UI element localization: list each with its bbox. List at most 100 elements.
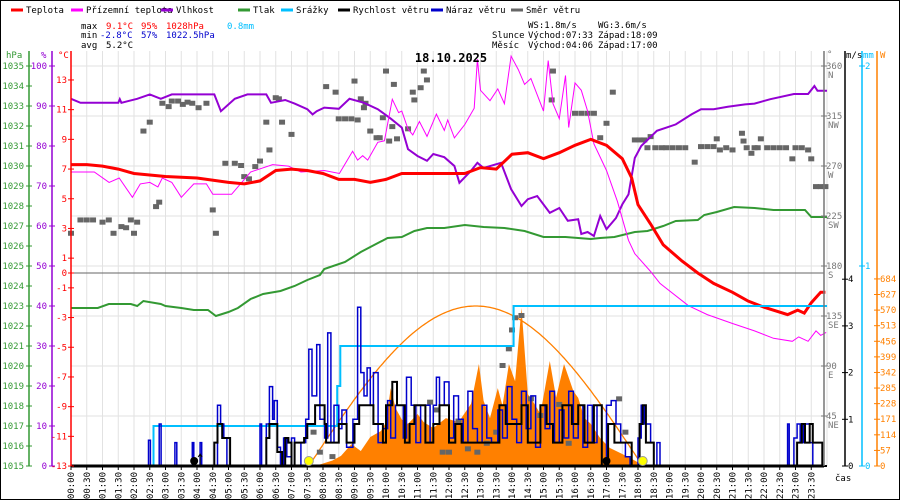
- direction-tick-label: 180: [826, 262, 842, 272]
- wind-direction-point: [499, 363, 506, 368]
- wind-direction-point: [652, 145, 659, 151]
- wind-direction-point: [798, 145, 805, 151]
- wind-direction-point: [439, 449, 446, 455]
- temperature-tick-label: 13: [56, 76, 67, 86]
- wind-direction-point: [644, 145, 651, 151]
- time-tick-label: 14:30: [524, 472, 534, 499]
- time-tick-label: 21:30: [744, 472, 754, 499]
- solar-tick-label: 570: [880, 306, 896, 316]
- wind-direction-point: [817, 184, 824, 190]
- wind-direction-point: [698, 144, 704, 150]
- wind-direction-point: [505, 346, 512, 352]
- wind-direction-point: [77, 217, 84, 223]
- wind-direction-point: [354, 117, 361, 123]
- wind-direction-point: [195, 105, 202, 111]
- legend-item: Přízemní teplota: [71, 6, 173, 16]
- wind-direction-point: [417, 85, 424, 91]
- solar-axis-unit: W: [880, 51, 886, 61]
- wind-direction-point: [118, 224, 125, 230]
- wind-direction-point: [493, 429, 500, 435]
- wind-direction-point: [123, 225, 130, 231]
- pressure-tick-label: 1021: [2, 342, 24, 352]
- wind-tick-label: 3: [848, 322, 853, 332]
- solar-tick-label: 0: [880, 462, 885, 472]
- sunset-time: Západ:18:09: [598, 31, 658, 41]
- wind-direction-point: [572, 110, 578, 116]
- direction-tick-label: 315: [826, 112, 842, 122]
- moonrise-arrow-icon: [197, 453, 203, 466]
- sunrise-marker: [303, 456, 314, 466]
- wind-speed-line: [71, 380, 827, 467]
- rain-tick-label: 0: [865, 462, 870, 472]
- legend-item: Rychlost větru: [338, 6, 429, 16]
- wind-direction-point: [518, 313, 525, 318]
- stats-block: max 9.1°C 95% 1028hPa 0.8mm min -2.8°C 5…: [81, 21, 658, 51]
- time-tick-label: 20:00: [697, 472, 707, 499]
- solar-tick-label: 456: [880, 337, 896, 347]
- wind-direction-point: [716, 147, 723, 153]
- pressure-tick-label: 1030: [2, 162, 24, 172]
- direction-tick-cardinal: SE: [828, 321, 839, 331]
- time-tick-label: 03:30: [177, 472, 187, 499]
- wind-direction-point: [179, 101, 186, 107]
- direction-tick-label: 90: [826, 362, 837, 372]
- pressure-tick-label: 1022: [2, 322, 24, 332]
- wind-direction-point: [272, 95, 279, 101]
- time-tick-label: 11:30: [429, 472, 439, 499]
- temperature-tick-label: 7: [62, 165, 67, 175]
- temperature-axis-unit: °C: [58, 51, 69, 61]
- wind-direction-point: [252, 164, 259, 170]
- rain-axis-unit: mm: [863, 51, 874, 61]
- solar-tick-label: 684: [880, 275, 896, 285]
- wind-direction-point: [565, 440, 572, 446]
- rain-tick-label: 2: [865, 62, 870, 72]
- wind-direction-point: [420, 68, 427, 74]
- time-tick-label: 19:00: [666, 472, 676, 499]
- wind-speed-max: WS:1.8m/s: [528, 21, 577, 31]
- wind-direction-point: [616, 396, 623, 402]
- solar-tick-label: 228: [880, 400, 896, 410]
- wind-direction-point: [691, 159, 698, 165]
- legend-label: Teplota: [26, 6, 64, 16]
- wind-direction-point: [386, 138, 393, 144]
- wind-direction-point: [241, 174, 248, 180]
- legend-label: Přízemní teplota: [86, 6, 173, 16]
- wind-direction-point: [379, 115, 386, 121]
- time-tick-label: 04:30: [209, 472, 219, 499]
- wind-direction-point: [704, 144, 711, 150]
- time-tick-label: 07:30: [303, 472, 313, 499]
- humidity-tick-label: 10: [36, 422, 47, 432]
- wind-direction-point: [776, 145, 783, 151]
- legend-label: Náraz větru: [446, 6, 506, 16]
- temperature-tick-label: -3: [56, 314, 67, 324]
- wind-direction-point: [335, 116, 342, 122]
- pressure-tick-label: 1031: [2, 142, 24, 152]
- wind-direction-point: [316, 449, 323, 455]
- wind-direction-point: [105, 217, 112, 223]
- min-pressure: 1022.5hPa: [166, 31, 215, 41]
- direction-axis-unit: °: [827, 50, 832, 60]
- pressure-tick-label: 1023: [2, 302, 24, 312]
- time-tick-label: 06:00: [256, 472, 266, 499]
- pressure-tick-label: 1025: [2, 262, 24, 272]
- avg-temp: 5.2°C: [106, 41, 133, 51]
- moonrise-marker: [190, 457, 199, 465]
- legend-item: Teplota: [11, 6, 64, 16]
- max-temp: 9.1°C: [106, 22, 133, 32]
- wind-direction-point: [266, 147, 273, 153]
- min-label: min: [81, 31, 97, 41]
- legend-item: Směr větru: [511, 6, 580, 16]
- wind-direction-point: [675, 145, 682, 151]
- wind-direction-point: [348, 116, 355, 122]
- wind-direction-point: [238, 163, 245, 168]
- solar-tick-label: 114: [880, 431, 896, 441]
- direction-tick-cardinal: NW: [828, 121, 839, 131]
- wind-direction-point: [658, 145, 665, 151]
- time-tick-label: 19:30: [681, 472, 691, 499]
- time-tick-label: 06:30: [272, 472, 282, 499]
- pressure-tick-label: 1026: [2, 242, 24, 252]
- wind-direction-point: [723, 145, 730, 151]
- solar-tick-label: 171: [880, 415, 896, 425]
- direction-tick-cardinal: SW: [828, 221, 839, 231]
- time-tick-label: 18:30: [650, 472, 660, 499]
